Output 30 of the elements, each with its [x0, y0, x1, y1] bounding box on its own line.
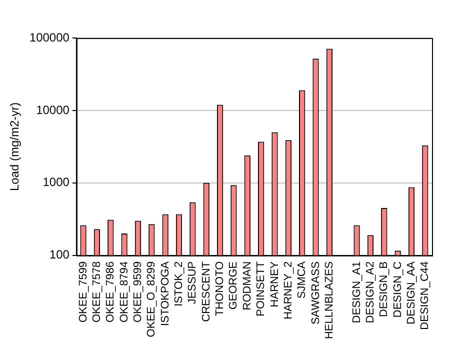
x-tick-label: HELLNBLAZES	[323, 261, 336, 340]
x-tick-label: CRESCENT	[200, 261, 212, 322]
x-tick-label: OKEE_9599	[132, 261, 144, 323]
x-tick-label: ISTOKPOGA	[159, 260, 172, 326]
x-tick-label: SAWGRASS	[310, 261, 322, 325]
x-tick-label: OKEE_7578	[90, 261, 103, 323]
x-tick-label: OKEE_7599	[77, 261, 90, 323]
x-tick-label: OKEE_O_8299	[146, 261, 158, 338]
y-tick-label: 100	[49, 248, 70, 262]
y-axis-title: Load (mg/m2-yr)	[8, 102, 22, 192]
x-tick-label: OKEE_8794	[118, 261, 130, 323]
x-tick-label: POINSETT	[255, 261, 268, 316]
x-tick-label: OKEE_7986	[104, 261, 117, 323]
x-tick-label: THONOTO	[214, 260, 226, 316]
x-tick-label: HARNEY_2	[282, 261, 294, 320]
x-tick-label: DESIGN_B	[378, 261, 390, 317]
x-tick-label: DESIGN_AA	[406, 260, 418, 324]
x-tick-label: SJMCA	[296, 260, 308, 299]
y-tick-label: 100000	[29, 30, 70, 44]
x-tick-label: GEORGE	[228, 261, 240, 310]
x-tick-label: DESIGN_C44	[419, 261, 432, 330]
x-tick-label: DESIGN_A1	[350, 261, 363, 324]
x-tick-label: RODMAN	[241, 261, 254, 310]
x-tick-label: ISTOK_2	[173, 261, 186, 306]
y-tick-label: 10000	[36, 102, 70, 117]
y-tick-label: 1000	[42, 175, 70, 190]
x-tick-label: DESIGN_C	[392, 261, 404, 318]
x-tick-label: HARNEY	[268, 260, 281, 308]
x-tick-label: JESSUP	[186, 261, 199, 304]
x-tick-label: DESIGN_A2	[364, 261, 376, 324]
